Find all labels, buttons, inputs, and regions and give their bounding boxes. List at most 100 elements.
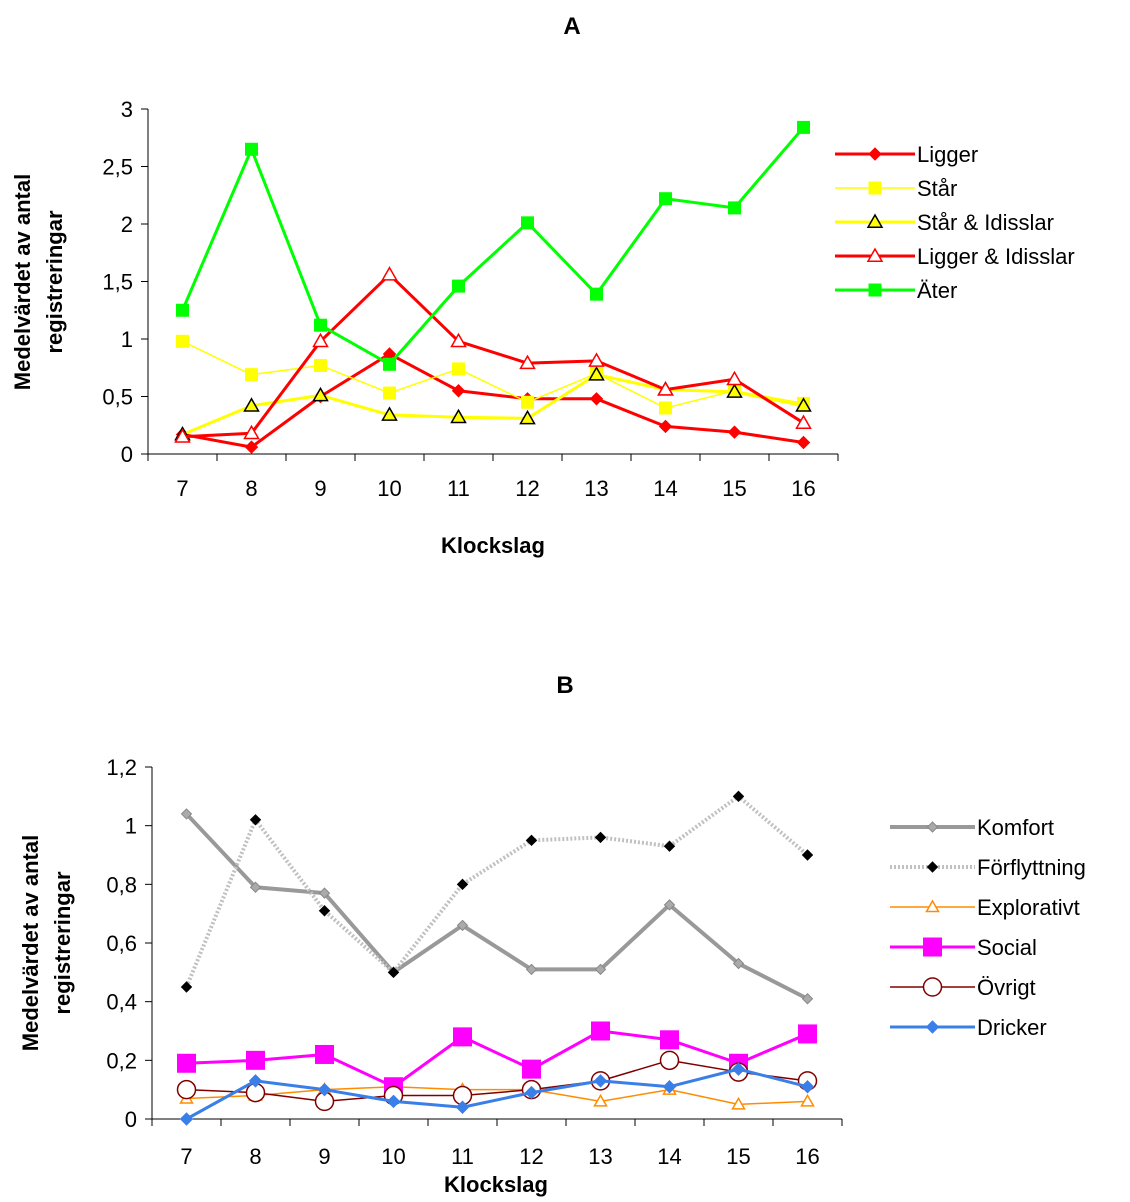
series-line (186, 1059, 808, 1103)
y-axis-title: registreringar (42, 210, 67, 353)
data-point (176, 1079, 197, 1100)
data-point (386, 1094, 401, 1109)
y-tick-label: 1,2 (106, 755, 137, 780)
legend-label: Explorativt (977, 895, 1080, 920)
data-point (245, 142, 258, 156)
legend-item: Explorativt (890, 895, 1080, 920)
series-line (182, 340, 804, 409)
data-point (795, 414, 812, 429)
data-point (452, 279, 465, 293)
x-axis-title: Klockslag (441, 533, 545, 558)
series-line (185, 1067, 808, 1121)
legend-item: Står (835, 176, 957, 201)
data-point (589, 392, 604, 406)
data-point (525, 963, 538, 976)
data-point (180, 808, 193, 820)
data-point (519, 409, 536, 425)
y-tick-label: 0,6 (106, 931, 137, 956)
data-point (312, 386, 329, 402)
legend-marker (923, 937, 942, 957)
x-tick-label: 14 (657, 1144, 681, 1169)
data-point (798, 1024, 817, 1044)
y-tick-label: 0 (121, 442, 133, 467)
data-point (246, 1050, 265, 1070)
y-axis-title: Medelvärdet av antal (10, 174, 35, 390)
legend-marker (922, 977, 943, 997)
data-point (521, 216, 534, 230)
data-point (245, 368, 258, 382)
data-point (318, 887, 331, 899)
data-point (317, 1082, 332, 1097)
series-social (177, 1021, 817, 1097)
series-dricker (179, 1062, 815, 1126)
data-point (180, 981, 193, 993)
data-point (318, 905, 331, 917)
legend-label: Ligger & Idisslar (917, 244, 1075, 269)
data-point (381, 266, 398, 281)
chart-title: B (556, 672, 573, 699)
series-förflyttning (180, 790, 814, 993)
x-tick-label: 10 (377, 476, 401, 501)
series-ligger (175, 347, 811, 454)
legend-item: Dricker (890, 1015, 1047, 1040)
data-point (450, 332, 467, 348)
data-point (594, 963, 607, 976)
x-tick-label: 16 (795, 1144, 819, 1169)
data-point (662, 1080, 677, 1094)
data-point (801, 849, 814, 861)
y-tick-label: 2,5 (102, 155, 133, 180)
series-line (186, 1085, 808, 1106)
data-point (381, 406, 398, 421)
legend-marker (925, 1020, 940, 1034)
legend-item: Social (890, 935, 1037, 960)
data-point (731, 1062, 746, 1076)
data-point (732, 957, 745, 970)
legend-label: Social (977, 935, 1037, 960)
data-point (519, 354, 536, 370)
y-tick-label: 2 (121, 212, 133, 237)
chart-b: B 0 0,2 0,4 0,6 0,8 1 1,2 7 8 9 10 11 12 13 14 15 16 Klock… (18, 672, 1086, 1197)
series-line (185, 812, 809, 1001)
data-point (588, 366, 605, 381)
x-tick-label: 11 (451, 1144, 474, 1169)
data-point (728, 201, 741, 215)
legend-marker (868, 283, 882, 297)
x-tick-label: 15 (726, 1144, 750, 1169)
data-point (594, 831, 607, 844)
chart-a: A 0 0,5 1 1,5 2 2,5 3 7 8 9 10 11 12 13 14 15 16 Klockslag… (10, 13, 1075, 558)
data-point (177, 1053, 196, 1073)
legend-item: Förflyttning (890, 855, 1086, 880)
data-point (591, 1021, 610, 1041)
series-komfort (180, 808, 814, 1005)
data-point (312, 332, 329, 348)
data-point (456, 878, 469, 891)
x-tick-label: 14 (653, 476, 677, 501)
y-tick-label: 3 (121, 97, 133, 122)
data-point (659, 192, 672, 206)
series-ligger-idisslar (174, 266, 812, 443)
data-point (801, 993, 814, 1005)
data-point (659, 1050, 680, 1071)
legend-label: Komfort (977, 815, 1054, 840)
legend-item: Komfort (890, 815, 1054, 840)
legend-label: Förflyttning (977, 855, 1086, 880)
data-point (450, 408, 467, 424)
data-point (315, 1044, 334, 1064)
data-point (248, 1074, 263, 1088)
x-tick-label: 7 (176, 476, 188, 501)
legend-marker (926, 821, 939, 833)
legend-item: Äter (835, 278, 957, 303)
data-point (593, 1074, 608, 1088)
x-tick-label: 13 (584, 476, 608, 501)
data-point (244, 440, 259, 454)
legend-label: Ligger (917, 142, 978, 167)
legend-marker (866, 247, 884, 262)
series-står (176, 334, 810, 415)
x-axis-title: Klockslag (444, 1172, 548, 1197)
data-point (453, 1027, 472, 1047)
x-tick-label: 9 (314, 476, 326, 501)
x-tick-label: 8 (245, 476, 257, 501)
y-axis-title: Medelvärdet av antal (18, 835, 43, 1051)
legend-label: Dricker (977, 1015, 1047, 1040)
